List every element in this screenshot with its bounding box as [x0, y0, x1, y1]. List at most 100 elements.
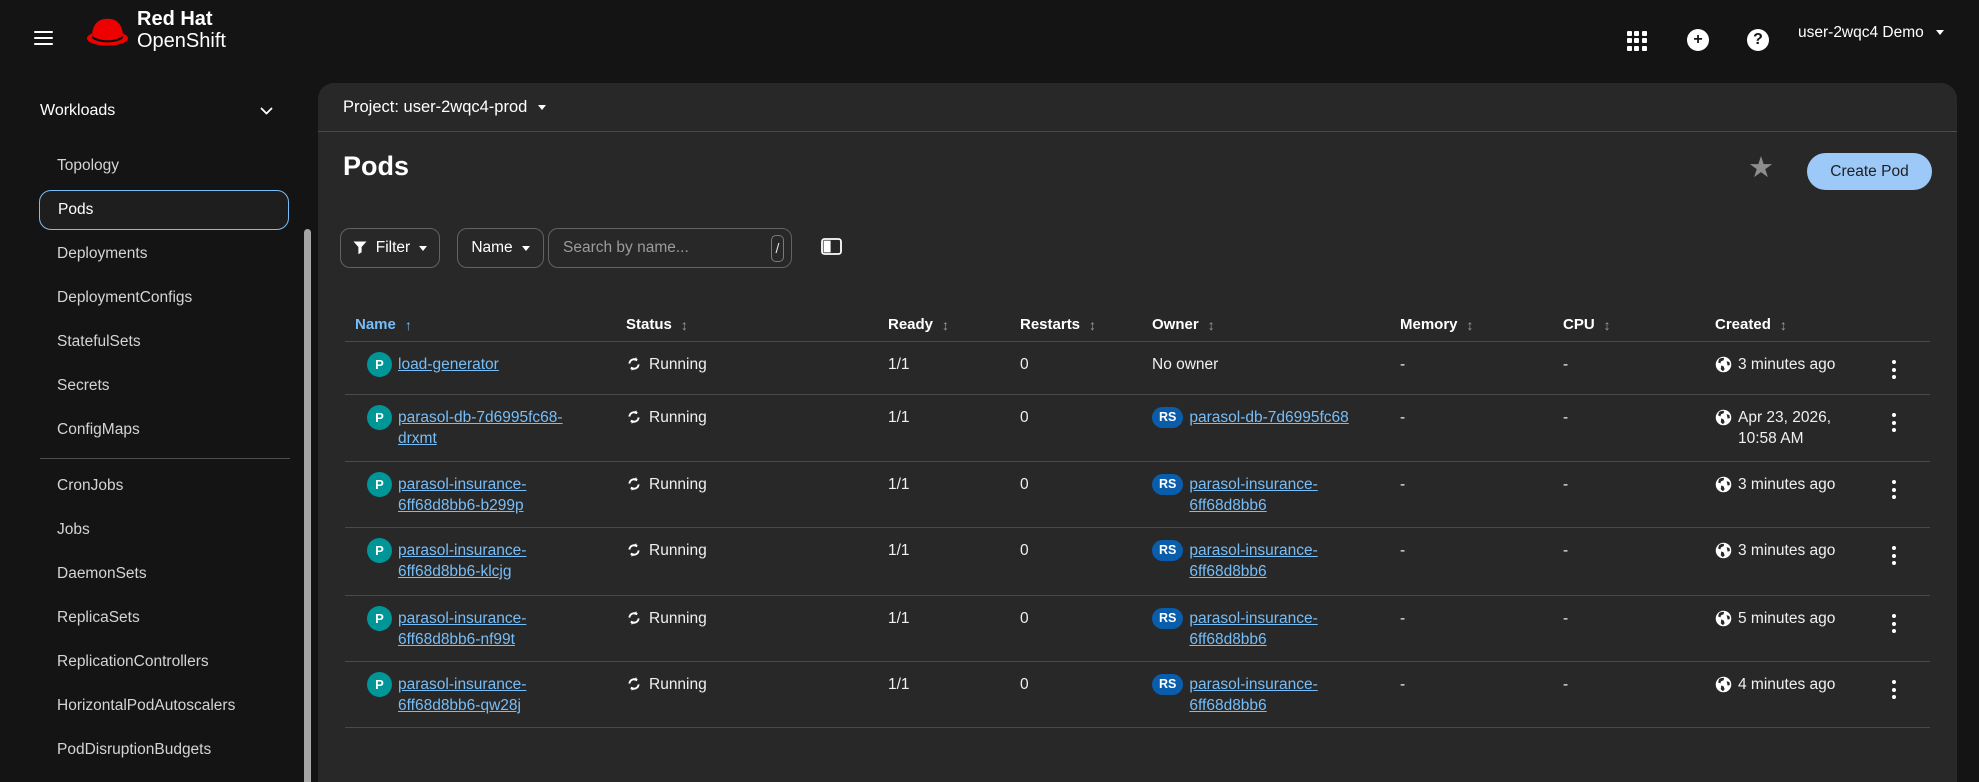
brand-logo: Red Hat OpenShift — [84, 8, 226, 52]
sidebar-item-replicasets[interactable]: ReplicaSets — [57, 609, 140, 626]
owner-cell: RS parasol-insurance- 6ff68d8bb6 — [1142, 596, 1390, 661]
favorite-star-icon[interactable]: ★ — [1748, 152, 1774, 184]
memory-value: - — [1400, 476, 1406, 493]
in-progress-icon — [628, 677, 640, 691]
created-cell: 3 minutes ago — [1705, 528, 1862, 595]
sidebar: Workloads Topology Pods Deployments Deploym… — [0, 65, 303, 782]
attribute-dropdown-button[interactable]: Name — [457, 228, 544, 268]
pod-link[interactable]: load-generator — [398, 356, 499, 373]
created-cell: 5 minutes ago — [1705, 596, 1862, 661]
cpu-cell: - — [1553, 395, 1705, 461]
ready-cell: 1/1 — [878, 395, 1010, 461]
create-pod-button[interactable]: Create Pod — [1807, 153, 1932, 190]
restarts-value: 0 — [1020, 542, 1029, 559]
cpu-value: - — [1563, 476, 1569, 493]
user-menu-button[interactable]: user-2wqc4 Demo — [1798, 0, 1944, 65]
created-cell: 4 minutes ago — [1705, 662, 1862, 727]
owner-cell: RS parasol-insurance- 6ff68d8bb6 — [1142, 528, 1390, 595]
kebab-menu-button[interactable] — [1886, 476, 1902, 503]
kebab-menu-button[interactable] — [1886, 676, 1902, 703]
pod-link[interactable]: parasol-db-7d6995fc68- drxmt — [398, 409, 563, 447]
sidebar-item-secrets[interactable]: Secrets — [57, 377, 110, 394]
status-text: Running — [649, 542, 707, 559]
sidebar-section-workloads[interactable]: Workloads — [40, 102, 273, 120]
sidebar-item-jobs[interactable]: Jobs — [57, 521, 90, 538]
memory-cell: - — [1390, 395, 1553, 461]
in-progress-icon — [628, 611, 640, 625]
column-header-memory[interactable]: Memory ↕ — [1390, 316, 1553, 333]
pod-link[interactable]: parasol-insurance- 6ff68d8bb6-klcjg — [398, 542, 527, 580]
owner-link[interactable]: parasol-insurance- 6ff68d8bb6 — [1189, 676, 1318, 714]
owner-link[interactable]: parasol-db-7d6995fc68 — [1189, 409, 1349, 426]
column-header-created[interactable]: Created ↕ — [1705, 316, 1862, 333]
sort-both-icon: ↕ — [1207, 316, 1215, 333]
status-cell: Running — [616, 528, 878, 595]
memory-value: - — [1400, 409, 1406, 426]
quick-create-icon[interactable]: + — [1687, 29, 1709, 51]
search-input[interactable] — [549, 229, 771, 267]
pod-link[interactable]: parasol-insurance- 6ff68d8bb6-nf99t — [398, 610, 527, 648]
nav-toggle-button[interactable] — [34, 31, 53, 45]
globe-icon — [1715, 476, 1732, 493]
manage-columns-button[interactable] — [821, 238, 842, 255]
ready-value: 1/1 — [888, 610, 910, 627]
owner-link[interactable]: parasol-insurance- 6ff68d8bb6 — [1189, 610, 1318, 648]
chevron-down-icon — [260, 107, 273, 115]
search-box: / — [548, 228, 792, 268]
column-header-name[interactable]: Name ↑ — [345, 316, 616, 333]
filter-dropdown-button[interactable]: Filter — [340, 228, 440, 268]
sidebar-item-deployments[interactable]: Deployments — [57, 245, 148, 262]
column-header-owner[interactable]: Owner ↕ — [1142, 316, 1390, 333]
kebab-menu-button[interactable] — [1886, 409, 1902, 436]
status-text: Running — [649, 476, 707, 493]
globe-icon — [1715, 610, 1732, 627]
replicaset-resource-badge: RS — [1152, 474, 1184, 495]
app-launcher-icon[interactable] — [1627, 31, 1647, 51]
sidebar-item-topology[interactable]: Topology — [57, 157, 120, 174]
project-selector[interactable]: Project: user-2wqc4-prod — [318, 83, 1957, 132]
memory-value: - — [1400, 356, 1406, 373]
sidebar-item-poddisruptionbudgets[interactable]: PodDisruptionBudgets — [57, 741, 212, 758]
actions-cell — [1862, 596, 1930, 661]
sidebar-item-daemonsets[interactable]: DaemonSets — [57, 565, 147, 582]
owner-cell: RS parasol-db-7d6995fc68 — [1142, 395, 1390, 461]
sidebar-item-horizontalpodautoscalers[interactable]: HorizontalPodAutoscalers — [57, 697, 236, 714]
memory-cell: - — [1390, 596, 1553, 661]
restarts-cell: 0 — [1010, 395, 1142, 461]
sort-both-icon: ↕ — [1089, 316, 1097, 333]
cpu-value: - — [1563, 676, 1569, 693]
pod-link[interactable]: parasol-insurance- 6ff68d8bb6-b299p — [398, 476, 527, 514]
restarts-value: 0 — [1020, 476, 1029, 493]
sidebar-scrollbar[interactable] — [304, 229, 311, 782]
cpu-cell: - — [1553, 528, 1705, 595]
column-header-restarts[interactable]: Restarts ↕ — [1010, 316, 1142, 333]
column-header-cpu[interactable]: CPU ↕ — [1553, 316, 1705, 333]
sidebar-item-statefulsets[interactable]: StatefulSets — [57, 333, 141, 350]
chevron-down-icon — [538, 104, 547, 110]
kebab-menu-button[interactable] — [1886, 542, 1902, 569]
sidebar-item-replicationcontrollers[interactable]: ReplicationControllers — [57, 653, 209, 670]
sidebar-item-cronjobs[interactable]: CronJobs — [57, 477, 124, 494]
kebab-menu-button[interactable] — [1886, 610, 1902, 637]
help-icon[interactable]: ? — [1747, 29, 1769, 51]
sidebar-item-deploymentconfigs[interactable]: DeploymentConfigs — [57, 289, 193, 306]
sidebar-item-configmaps[interactable]: ConfigMaps — [57, 421, 140, 438]
column-header-status[interactable]: Status ↕ — [616, 316, 878, 333]
kebab-menu-button[interactable] — [1886, 356, 1902, 383]
pods-table: Name ↑ Status ↕ Ready ↕ Restarts ↕ Owner ↕ Memory ↕… — [345, 308, 1930, 728]
owner-link[interactable]: parasol-insurance- 6ff68d8bb6 — [1189, 476, 1318, 514]
owner-link[interactable]: parasol-insurance- 6ff68d8bb6 — [1189, 542, 1318, 580]
column-header-ready[interactable]: Ready ↕ — [878, 316, 1010, 333]
status-cell: Running — [616, 395, 878, 461]
restarts-cell: 0 — [1010, 662, 1142, 727]
ready-cell: 1/1 — [878, 342, 1010, 394]
sidebar-item-pods[interactable]: Pods — [39, 190, 289, 230]
ready-value: 1/1 — [888, 476, 910, 493]
pod-resource-badge: P — [367, 538, 392, 563]
columns-icon — [821, 238, 842, 255]
pod-resource-badge: P — [367, 672, 392, 697]
pod-link[interactable]: parasol-insurance- 6ff68d8bb6-qw28j — [398, 676, 527, 714]
status-text: Running — [649, 676, 707, 693]
